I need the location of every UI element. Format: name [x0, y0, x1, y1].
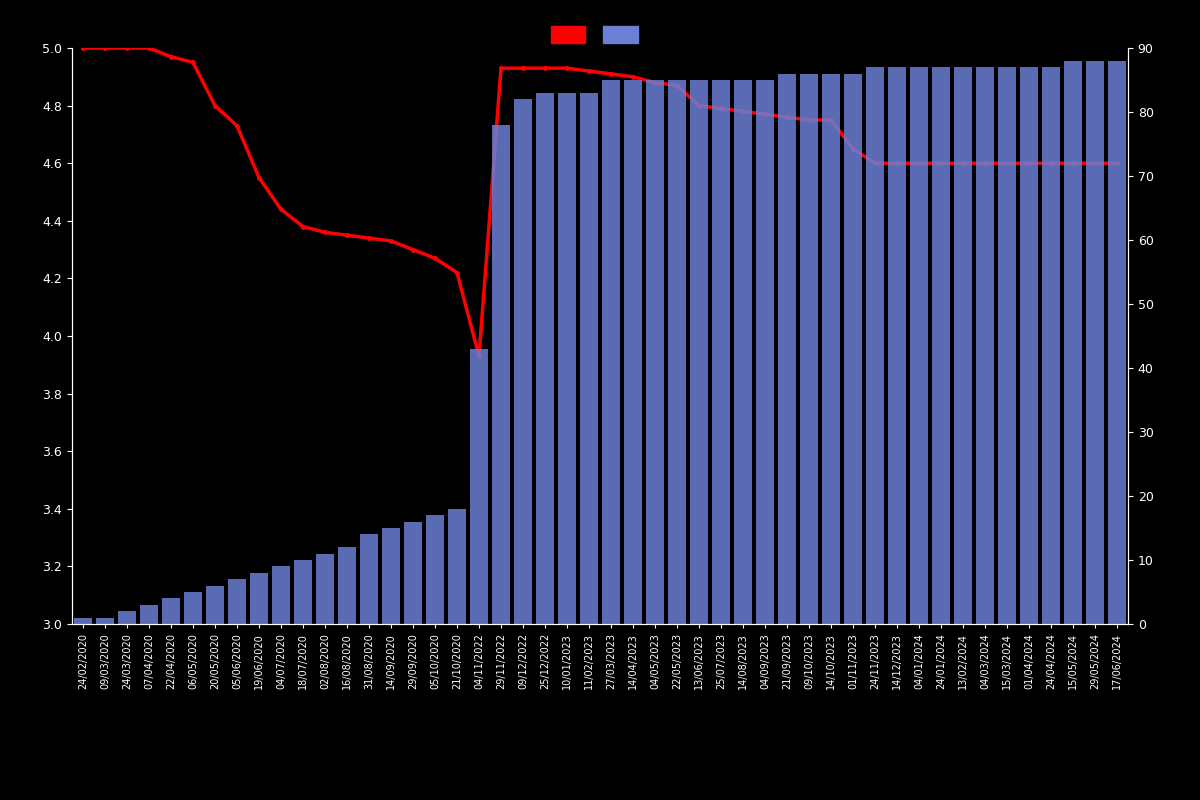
Bar [822, 74, 840, 624]
Bar [800, 74, 818, 624]
Bar [668, 80, 686, 624]
Bar [1064, 61, 1082, 624]
Legend: , : , [551, 26, 649, 43]
Bar [1109, 61, 1126, 624]
Bar [426, 515, 444, 624]
Bar [294, 560, 312, 624]
Bar [338, 547, 356, 624]
Bar [888, 67, 906, 624]
Bar [228, 579, 246, 624]
Bar [206, 586, 223, 624]
Bar [272, 566, 290, 624]
Bar [602, 80, 620, 624]
Bar [404, 522, 422, 624]
Bar [779, 74, 796, 624]
Bar [734, 80, 751, 624]
Bar [250, 573, 268, 624]
Bar [185, 592, 202, 624]
Bar [998, 67, 1015, 624]
Bar [713, 80, 730, 624]
Bar [449, 509, 466, 624]
Bar [360, 534, 378, 624]
Bar [96, 618, 114, 624]
Bar [492, 125, 510, 624]
Bar [118, 611, 136, 624]
Bar [954, 67, 972, 624]
Bar [470, 349, 488, 624]
Bar [162, 598, 180, 624]
Bar [932, 67, 950, 624]
Bar [515, 99, 532, 624]
Bar [866, 67, 883, 624]
Bar [690, 80, 708, 624]
Bar [624, 80, 642, 624]
Bar [74, 618, 92, 624]
Bar [1020, 67, 1038, 624]
Bar [558, 93, 576, 624]
Bar [647, 80, 664, 624]
Bar [140, 605, 158, 624]
Bar [536, 93, 554, 624]
Bar [382, 528, 400, 624]
Bar [1086, 61, 1104, 624]
Bar [845, 74, 862, 624]
Bar [911, 67, 928, 624]
Bar [581, 93, 598, 624]
Bar [1042, 67, 1060, 624]
Bar [756, 80, 774, 624]
Bar [977, 67, 994, 624]
Bar [317, 554, 334, 624]
